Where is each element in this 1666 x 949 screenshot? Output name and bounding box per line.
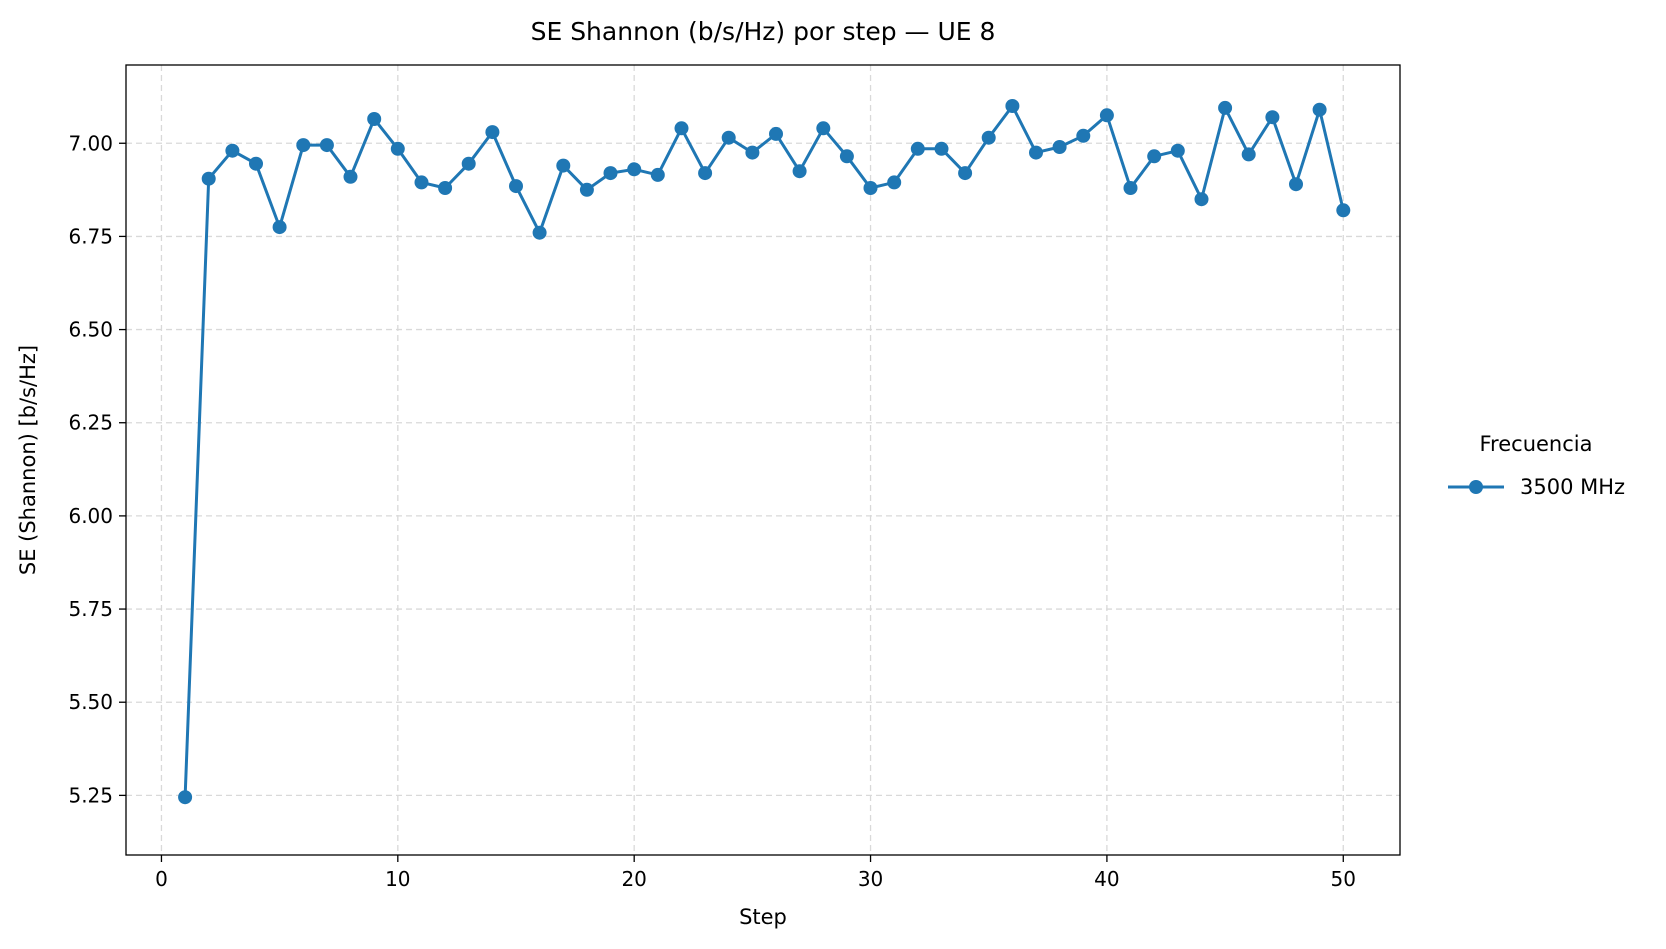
- data-point: [863, 181, 878, 195]
- data-point: [367, 112, 382, 126]
- data-point: [201, 171, 216, 186]
- data-point: [769, 126, 783, 141]
- data-point: [650, 167, 665, 182]
- x-tick-label: 0: [155, 867, 168, 891]
- data-point: [981, 130, 996, 145]
- y-axis-label: SE (Shannon) [b/s/Hz]: [16, 345, 40, 575]
- x-tick-label: 30: [858, 867, 883, 891]
- y-tick-label: 6.00: [68, 504, 113, 528]
- plot-area-frame: [125, 64, 1401, 856]
- data-point: [1312, 102, 1327, 117]
- data-point: [1170, 143, 1185, 158]
- data-point: [461, 156, 476, 171]
- y-tick-label: 6.75: [68, 224, 113, 248]
- grid-lines: [126, 65, 1400, 855]
- data-point: [1289, 177, 1303, 192]
- data-point: [603, 166, 618, 181]
- y-tick-label: 6.25: [68, 411, 113, 435]
- y-axis-ticks: 5.25 5.50 5.75 6.00 6.25 6.50 6.75 7.00: [68, 131, 126, 807]
- data-point: [745, 145, 760, 160]
- data-point: [509, 179, 523, 194]
- legend: Frecuencia 3500 MHz: [1448, 432, 1625, 499]
- data-point: [792, 164, 807, 179]
- data-point: [225, 143, 240, 158]
- data-point: [1052, 140, 1067, 154]
- data-point: [249, 156, 263, 171]
- data-point: [1241, 147, 1256, 162]
- legend-label: 3500 MHz: [1520, 475, 1625, 499]
- data-point: [414, 175, 429, 190]
- legend-marker-swatch: [1469, 480, 1483, 494]
- data-point: [1005, 99, 1020, 113]
- data-point: [958, 166, 973, 181]
- data-point: [438, 181, 453, 195]
- data-point: [178, 790, 193, 805]
- x-tick-label: 20: [621, 867, 646, 891]
- data-point: [532, 225, 547, 240]
- series-line: [183, 104, 1345, 798]
- x-tick-label: 40: [1094, 867, 1119, 891]
- data-point: [390, 141, 405, 156]
- data-point: [627, 162, 642, 177]
- data-point: [343, 169, 358, 184]
- y-tick-label: 5.50: [68, 690, 113, 714]
- x-axis-ticks: 0 10 20 30 40 50: [155, 855, 1356, 891]
- data-point: [1029, 145, 1043, 160]
- y-tick-label: 6.50: [68, 318, 113, 342]
- data-point: [721, 130, 736, 145]
- x-tick-label: 10: [385, 867, 410, 891]
- x-axis-label: Step: [739, 905, 787, 929]
- series-layer: [178, 99, 1351, 805]
- x-tick-label: 50: [1331, 867, 1356, 891]
- data-point: [319, 138, 334, 153]
- chart-title: SE Shannon (b/s/Hz) por step — UE 8: [531, 17, 996, 46]
- data-point: [1123, 181, 1138, 195]
- y-tick-label: 5.25: [68, 783, 113, 807]
- data-point: [816, 121, 831, 136]
- legend-title: Frecuencia: [1480, 432, 1593, 456]
- data-point: [1099, 108, 1114, 123]
- data-point: [1194, 192, 1209, 207]
- data-point: [910, 141, 925, 156]
- data-point: [1218, 100, 1233, 115]
- data-point: [1265, 110, 1280, 125]
- data-point: [1076, 128, 1091, 143]
- data-point: [1336, 203, 1351, 218]
- y-tick-label: 5.75: [68, 597, 113, 621]
- data-point: [556, 158, 571, 173]
- data-point: [887, 175, 902, 190]
- data-point: [934, 141, 949, 156]
- data-point: [296, 138, 311, 153]
- data-point: [839, 149, 854, 164]
- y-tick-label: 7.00: [68, 131, 113, 155]
- data-point: [1147, 149, 1162, 164]
- data-point: [698, 166, 713, 181]
- data-point: [579, 182, 594, 197]
- data-point: [485, 125, 500, 140]
- data-point: [272, 220, 287, 235]
- data-point: [674, 121, 689, 136]
